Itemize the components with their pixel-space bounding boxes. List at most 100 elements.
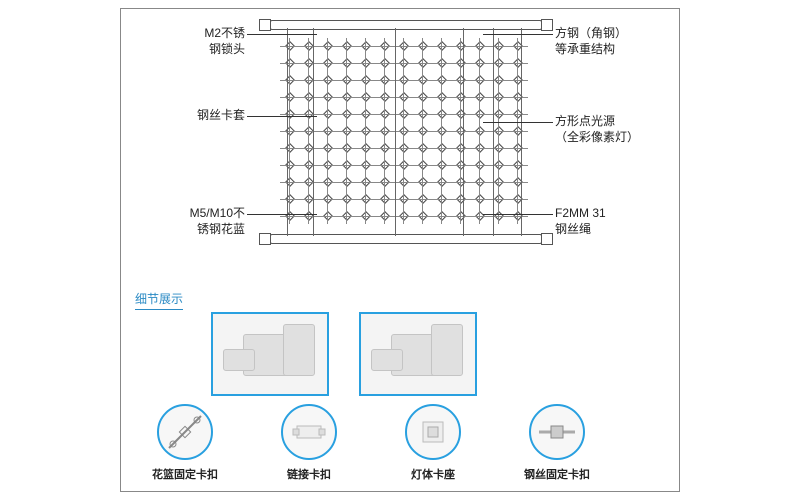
callout-label: 方钢（角钢）等承重结构: [555, 26, 655, 57]
pixel-node: [509, 106, 528, 123]
pixel-node: [394, 173, 413, 190]
pixel-node: [356, 173, 375, 190]
pixel-node: [356, 89, 375, 106]
pixel-node: [299, 55, 318, 72]
wirelock-icon: [529, 404, 585, 460]
pixel-node: [299, 38, 318, 55]
pixel-node: [414, 190, 433, 207]
pixel-node: [414, 207, 433, 224]
callout-label: 方形点光源（全彩像素灯）: [555, 114, 655, 145]
pixel-node: [414, 89, 433, 106]
page-root: M2不锈钢锁头钢丝卡套M5/M10不锈钢花蓝方钢（角钢）等承重结构方形点光源（全…: [0, 0, 800, 500]
pixel-node: [299, 123, 318, 140]
pixel-node: [356, 190, 375, 207]
pixel-node: [318, 38, 337, 55]
pixel-node: [509, 38, 528, 55]
pixel-node: [299, 72, 318, 89]
component-icon-item: 钢丝固定卡扣: [512, 404, 602, 482]
pixel-node: [452, 207, 471, 224]
pixel-node: [337, 207, 356, 224]
pixel-node: [452, 55, 471, 72]
pixel-node: [433, 190, 452, 207]
pixel-node: [509, 55, 528, 72]
pixel-node: [433, 55, 452, 72]
pixel-node: [337, 123, 356, 140]
bottom-beam: [270, 234, 542, 244]
suspension-wire: [395, 28, 396, 236]
pixel-node: [433, 156, 452, 173]
pixel-node: [375, 72, 394, 89]
pixel-node: [356, 139, 375, 156]
component-icon-item: 花篮固定卡扣: [140, 404, 230, 482]
section-header-detail: 细节展示: [135, 290, 183, 310]
pixel-node: [433, 38, 452, 55]
pixel-node: [394, 106, 413, 123]
pixel-node: [414, 106, 433, 123]
detail-photo-row: [211, 312, 477, 396]
lampseat-icon: [405, 404, 461, 460]
pixel-node: [356, 207, 375, 224]
pixel-node: [452, 38, 471, 55]
pixel-node: [337, 190, 356, 207]
pixel-node: [471, 139, 490, 156]
suspension-wire: [287, 28, 288, 236]
callout-label: M2不锈钢锁头: [165, 26, 245, 57]
component-icon-label: 花篮固定卡扣: [152, 466, 218, 482]
pixel-node: [299, 190, 318, 207]
pixel-node: [509, 156, 528, 173]
component-icon-label: 灯体卡座: [411, 466, 455, 482]
suspension-wire: [493, 28, 494, 236]
pixel-node: [509, 207, 528, 224]
pixel-node: [452, 72, 471, 89]
pixel-node: [299, 106, 318, 123]
pixel-node: [318, 190, 337, 207]
suspension-wire: [313, 28, 314, 236]
connector-icon: [281, 404, 337, 460]
pixel-node: [280, 207, 299, 224]
pixel-node: [471, 55, 490, 72]
pixel-node: [375, 106, 394, 123]
pixel-node: [452, 89, 471, 106]
pixel-node: [452, 190, 471, 207]
pixel-node: [452, 106, 471, 123]
pixel-node: [509, 173, 528, 190]
pixel-node: [280, 156, 299, 173]
pixel-node: [471, 38, 490, 55]
detail-photo: [359, 312, 477, 396]
suspension-wire: [521, 28, 522, 236]
pixel-node: [509, 190, 528, 207]
pixel-node: [280, 173, 299, 190]
pixel-node: [394, 156, 413, 173]
turnbuckle-icon: [157, 404, 213, 460]
pixel-node: [280, 38, 299, 55]
pixel-node: [375, 207, 394, 224]
pixel-node: [394, 190, 413, 207]
pixel-node: [299, 207, 318, 224]
pixel-node: [375, 89, 394, 106]
pixel-node: [414, 72, 433, 89]
pixel-node: [337, 156, 356, 173]
pixel-node: [394, 72, 413, 89]
pixel-node: [356, 123, 375, 140]
pixel-node: [375, 123, 394, 140]
pixel-node: [394, 207, 413, 224]
pixel-node: [375, 55, 394, 72]
pixel-node: [280, 190, 299, 207]
pixel-node: [337, 89, 356, 106]
pixel-node: [337, 139, 356, 156]
pixel-node: [375, 38, 394, 55]
pixel-node: [433, 106, 452, 123]
pixel-node: [471, 190, 490, 207]
pixel-node: [433, 123, 452, 140]
pixel-node: [375, 190, 394, 207]
component-icon-item: 灯体卡座: [388, 404, 478, 482]
pixel-node: [509, 89, 528, 106]
led-grid: [280, 38, 528, 224]
pixel-node: [414, 156, 433, 173]
callout-label: 钢丝卡套: [165, 108, 245, 124]
pixel-node: [433, 89, 452, 106]
pixel-node: [337, 106, 356, 123]
pixel-node: [414, 55, 433, 72]
pixel-node: [433, 173, 452, 190]
pixel-node: [452, 123, 471, 140]
